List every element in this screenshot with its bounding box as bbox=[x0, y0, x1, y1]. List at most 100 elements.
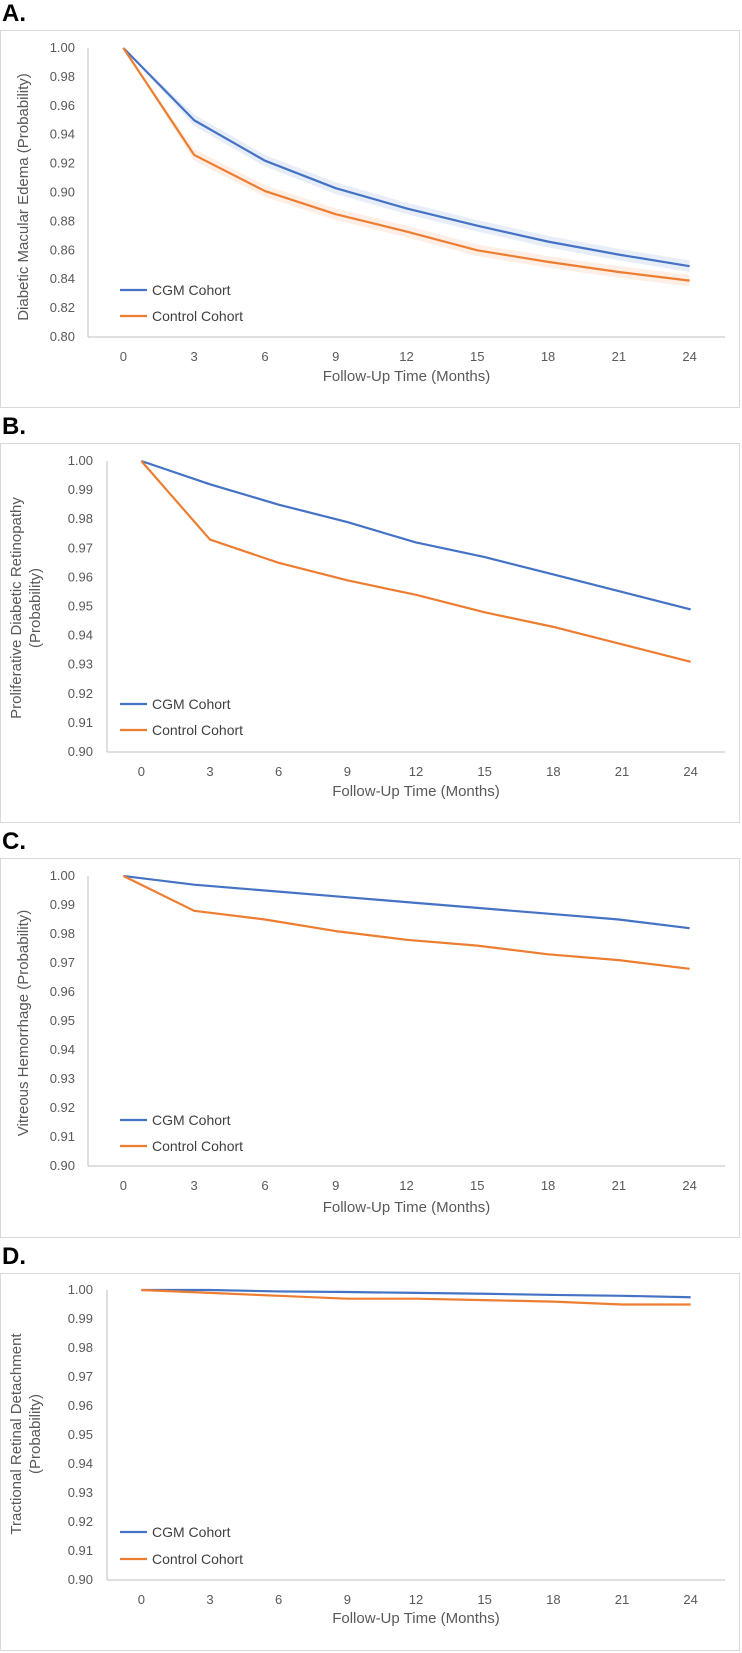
y-tick-label: 0.94 bbox=[50, 1042, 75, 1057]
x-tick-label: 9 bbox=[332, 1178, 339, 1193]
x-tick-label: 18 bbox=[546, 764, 560, 779]
x-tick-label: 12 bbox=[409, 764, 423, 779]
chart-panel-b: 0.90 0.91 0.92 0.93 0.94 0.95 0.96 0.97 0.98 0.99… bbox=[0, 443, 740, 823]
cgm-cohort-line bbox=[140, 459, 691, 611]
x-tick-label: 3 bbox=[191, 349, 198, 364]
x-tick-label: 24 bbox=[682, 1178, 696, 1193]
y-tick-label: 0.91 bbox=[68, 715, 93, 730]
x-tick-label: 21 bbox=[612, 1178, 626, 1193]
x-tick-label: 24 bbox=[683, 1592, 697, 1607]
y-tick-label: 0.98 bbox=[68, 1340, 93, 1355]
x-tick-label: 3 bbox=[191, 1178, 198, 1193]
x-tick-label: 9 bbox=[332, 349, 339, 364]
y-tick-label: 1.00 bbox=[68, 453, 93, 468]
y-tick-label: 0.97 bbox=[68, 1369, 93, 1384]
y-tick-label: 0.96 bbox=[68, 1398, 93, 1413]
x-tick-label: 21 bbox=[615, 764, 629, 779]
y-tick-label: 0.92 bbox=[68, 1514, 93, 1529]
y-tick-label: 0.98 bbox=[50, 926, 75, 941]
x-tick-label: 0 bbox=[120, 1178, 127, 1193]
x-tick-label: 21 bbox=[615, 1592, 629, 1607]
chart-panel-c: 0.90 0.91 0.92 0.93 0.94 0.95 0.96 0.97 0.98 0.99… bbox=[0, 858, 740, 1238]
legend-cgm-label: CGM Cohort bbox=[152, 1112, 231, 1128]
y-axis-title: Diabetic Macular Edema (Probability) bbox=[15, 73, 32, 321]
control-cohort-line bbox=[122, 47, 690, 282]
cgm-cohort-line bbox=[122, 47, 690, 268]
y-tick-label: 0.95 bbox=[68, 1427, 93, 1442]
y-tick-label: 0.93 bbox=[50, 1071, 75, 1086]
y-tick-label: 0.99 bbox=[68, 482, 93, 497]
y-tick-label: 0.98 bbox=[68, 511, 93, 526]
x-axis-title: Follow-Up Time (Months) bbox=[332, 1610, 500, 1627]
x-tick-label: 15 bbox=[470, 1178, 484, 1193]
y-tick-label: 0.92 bbox=[50, 1100, 75, 1115]
panel-label-c: C. bbox=[2, 828, 26, 855]
y-tick-label: 0.98 bbox=[50, 69, 75, 84]
y-tick-label: 0.93 bbox=[68, 1485, 93, 1500]
y-tick-label: 0.95 bbox=[68, 599, 93, 614]
x-tick-label: 18 bbox=[541, 1178, 555, 1193]
y-tick-label: 0.90 bbox=[50, 1158, 75, 1173]
chart-panel-d: 0.90 0.91 0.92 0.93 0.94 0.95 0.96 0.97 0.98 0.99… bbox=[0, 1273, 740, 1651]
chart-panel-a: 0.80 0.82 0.84 0.86 0.88 0.90 0.92 0.94 0.96 0.98… bbox=[0, 30, 740, 408]
y-tick-label: 0.92 bbox=[68, 686, 93, 701]
y-axis-title-line: (Probability) bbox=[27, 568, 44, 648]
y-tick-label: 1.00 bbox=[50, 40, 75, 55]
x-tick-label: 15 bbox=[477, 1592, 491, 1607]
y-axis-title: Proliferative Diabetic Retinopathy (Proba… bbox=[8, 497, 44, 719]
x-tick-label: 24 bbox=[683, 764, 697, 779]
x-tick-label: 0 bbox=[120, 349, 127, 364]
x-tick-label: 24 bbox=[682, 349, 696, 364]
x-axis-title: Follow-Up Time (Months) bbox=[332, 783, 500, 800]
x-tick-label: 0 bbox=[138, 1592, 145, 1607]
y-tick-label: 0.99 bbox=[50, 897, 75, 912]
x-tick-label: 21 bbox=[612, 349, 626, 364]
x-axis-title: Follow-Up Time (Months) bbox=[323, 1199, 491, 1216]
y-tick-label: 0.97 bbox=[68, 540, 93, 555]
x-tick-label: 6 bbox=[275, 1592, 282, 1607]
y-tick-label: 0.92 bbox=[50, 156, 75, 171]
y-axis-title-line: Vitreous Hemorrhage (Probability) bbox=[15, 910, 32, 1137]
x-tick-label: 18 bbox=[541, 349, 555, 364]
y-tick-label: 0.93 bbox=[68, 657, 93, 672]
chart-trd: 0.90 0.91 0.92 0.93 0.94 0.95 0.96 0.97 0.98 0.99… bbox=[8, 1282, 725, 1627]
y-tick-label: 1.00 bbox=[50, 868, 75, 883]
y-tick-label: 0.86 bbox=[50, 242, 75, 257]
x-axis-title: Follow-Up Time (Months) bbox=[323, 368, 491, 385]
y-tick-label: 0.84 bbox=[50, 271, 75, 286]
y-tick-label: 0.82 bbox=[50, 300, 75, 315]
y-tick-label: 0.95 bbox=[50, 1013, 75, 1028]
y-tick-label: 0.90 bbox=[50, 185, 75, 200]
y-axis-title-line: Tractional Retinal Detachment bbox=[8, 1333, 25, 1535]
control-cohort-line bbox=[141, 1288, 691, 1306]
x-tick-label: 12 bbox=[399, 1178, 413, 1193]
control-cohort-line bbox=[140, 460, 691, 663]
y-axis-title-line: Proliferative Diabetic Retinopathy bbox=[8, 497, 25, 719]
y-tick-label: 0.97 bbox=[50, 955, 75, 970]
legend-control-label: Control Cohort bbox=[152, 1138, 243, 1154]
x-tick-label: 6 bbox=[261, 1178, 268, 1193]
y-tick-label: 0.94 bbox=[68, 628, 93, 643]
y-tick-label: 0.90 bbox=[68, 744, 93, 759]
y-tick-label: 0.90 bbox=[68, 1572, 93, 1587]
panel-label-d: D. bbox=[2, 1243, 26, 1270]
y-axis-title: Vitreous Hemorrhage (Probability) bbox=[15, 910, 32, 1137]
legend-control-label: Control Cohort bbox=[152, 1551, 243, 1567]
y-tick-label: 0.88 bbox=[50, 213, 75, 228]
y-tick-label: 0.94 bbox=[68, 1456, 93, 1471]
x-tick-label: 6 bbox=[261, 349, 268, 364]
x-tick-label: 0 bbox=[138, 764, 145, 779]
x-tick-label: 9 bbox=[344, 764, 351, 779]
y-tick-label: 0.94 bbox=[50, 127, 75, 142]
panel-label-b: B. bbox=[2, 413, 26, 440]
x-tick-label: 3 bbox=[206, 1592, 213, 1607]
y-axis-title-line: Diabetic Macular Edema (Probability) bbox=[15, 73, 32, 321]
control-cohort-line bbox=[122, 875, 690, 970]
panel-label-a: A. bbox=[2, 0, 26, 27]
y-tick-label: 1.00 bbox=[68, 1282, 93, 1297]
y-tick-label: 0.96 bbox=[50, 984, 75, 999]
y-tick-label: 0.91 bbox=[50, 1129, 75, 1144]
legend-cgm-label: CGM Cohort bbox=[152, 282, 231, 298]
x-tick-label: 6 bbox=[275, 764, 282, 779]
x-tick-label: 18 bbox=[546, 1592, 560, 1607]
